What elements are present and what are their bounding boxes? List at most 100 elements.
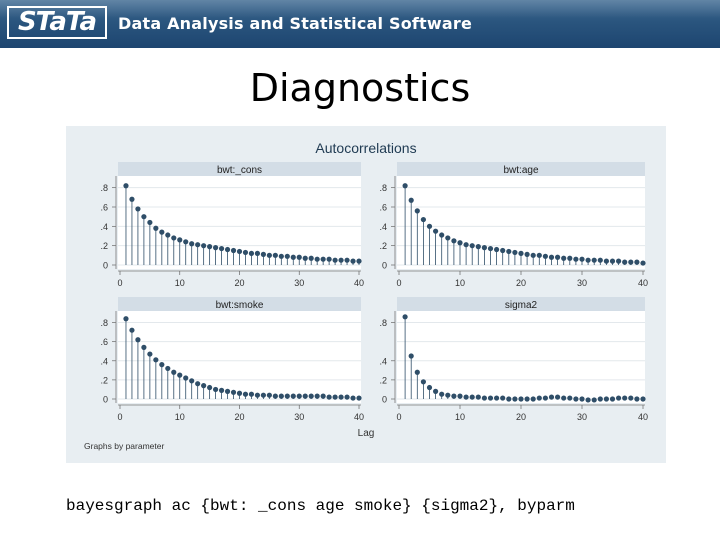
point-bwt-cons [254, 250, 261, 256]
point-bwt-age [555, 254, 561, 260]
panel-plot-area-bwt-smoke [118, 311, 361, 403]
y-tick-label-bwt-age: .2 [379, 241, 387, 251]
y-tick-label-bwt-cons: .4 [100, 222, 108, 232]
point-sigma2 [524, 396, 530, 402]
point-sigma2 [567, 395, 573, 401]
point-bwt-smoke [302, 393, 308, 399]
y-tick-label-bwt-cons: .8 [100, 183, 108, 193]
point-bwt-cons [314, 256, 320, 262]
panel-header-bwt-smoke [118, 297, 361, 311]
point-bwt-age [506, 248, 512, 255]
point-bwt-age [536, 252, 542, 258]
point-bwt-cons [350, 258, 356, 264]
point-bwt-age [402, 183, 408, 189]
y-tick-label-bwt-age: 0 [382, 261, 387, 271]
point-bwt-smoke [248, 391, 255, 397]
point-bwt-cons [278, 253, 284, 259]
point-bwt-age [530, 252, 536, 258]
point-bwt-cons [242, 249, 249, 256]
y-tick-label-bwt-cons: .6 [100, 203, 108, 213]
y-tick-label-sigma2: .8 [379, 318, 387, 328]
x-tick-label-bwt-smoke: 0 [117, 412, 122, 422]
x-tick-label-bwt-age: 20 [516, 278, 526, 288]
point-sigma2 [506, 396, 512, 402]
point-sigma2 [463, 394, 469, 400]
point-bwt-cons [338, 257, 344, 263]
y-tick-label-bwt-smoke: .2 [100, 375, 108, 385]
point-bwt-cons [356, 258, 362, 264]
point-bwt-age [469, 243, 475, 249]
y-tick-label-bwt-cons: .2 [100, 241, 108, 251]
point-bwt-age [426, 223, 433, 229]
x-tick-label-bwt-smoke: 20 [234, 412, 244, 422]
y-tick-label-bwt-smoke: .8 [100, 318, 108, 328]
point-sigma2 [402, 314, 408, 320]
point-sigma2 [634, 396, 640, 402]
point-bwt-smoke [350, 395, 356, 401]
point-bwt-cons [183, 239, 189, 245]
point-bwt-smoke [207, 384, 213, 391]
point-bwt-cons [207, 244, 213, 250]
point-bwt-cons [302, 255, 308, 261]
point-sigma2 [609, 396, 616, 402]
point-bwt-cons [123, 183, 129, 189]
point-bwt-age [585, 257, 591, 263]
point-bwt-age [457, 240, 463, 246]
panel-header-bwt-age [397, 162, 645, 176]
point-bwt-cons [213, 245, 219, 251]
point-sigma2 [518, 396, 524, 402]
x-tick-label-sigma2: 0 [396, 412, 401, 422]
point-bwt-smoke [177, 372, 183, 378]
point-bwt-smoke [171, 369, 177, 375]
point-bwt-age [542, 253, 548, 259]
point-bwt-age [640, 260, 646, 266]
x-tick-label-bwt-smoke: 10 [175, 412, 185, 422]
y-tick-label-sigma2: 0 [382, 395, 387, 405]
y-tick-label-sigma2: .2 [379, 375, 387, 385]
point-bwt-age [591, 257, 597, 263]
point-bwt-cons [135, 206, 141, 212]
header-tagline: Data Analysis and Statistical Software [118, 14, 473, 33]
x-axis-label: Lag [358, 428, 375, 439]
point-sigma2 [542, 395, 548, 401]
point-bwt-smoke [278, 393, 284, 399]
point-bwt-smoke [254, 392, 261, 398]
point-bwt-smoke [260, 392, 266, 398]
y-tick-label-bwt-age: .8 [379, 183, 387, 193]
x-tick-label-sigma2: 30 [577, 412, 587, 422]
stata-command: bayesgraph ac {bwt: _cons age smoke} {si… [66, 497, 575, 515]
point-sigma2 [536, 395, 542, 401]
x-tick-label-sigma2: 20 [516, 412, 526, 422]
point-bwt-smoke [272, 393, 278, 399]
x-tick-label-bwt-cons: 10 [175, 278, 185, 288]
point-bwt-cons [344, 257, 350, 263]
point-bwt-smoke [356, 395, 362, 401]
point-bwt-cons [218, 245, 225, 252]
point-bwt-smoke [201, 383, 207, 389]
point-bwt-smoke [344, 394, 350, 400]
point-sigma2 [457, 393, 463, 399]
point-bwt-cons [284, 253, 290, 259]
point-bwt-smoke [308, 393, 314, 399]
point-bwt-smoke [165, 365, 171, 372]
point-sigma2 [475, 394, 481, 400]
point-bwt-age [420, 216, 426, 223]
panel-header-sigma2 [397, 297, 645, 311]
point-bwt-cons [224, 246, 231, 253]
point-bwt-age [609, 258, 616, 264]
point-bwt-cons [260, 251, 266, 257]
point-bwt-age [518, 250, 524, 256]
point-bwt-cons [332, 257, 338, 263]
point-bwt-smoke [290, 393, 296, 399]
slide-title: Diagnostics [249, 66, 471, 110]
point-sigma2 [487, 395, 494, 401]
point-bwt-cons [177, 237, 183, 243]
point-bwt-smoke [123, 316, 129, 322]
point-bwt-age [567, 255, 573, 261]
x-tick-label-bwt-smoke: 40 [354, 412, 364, 422]
point-bwt-smoke [141, 344, 147, 350]
point-bwt-smoke [338, 394, 344, 400]
point-bwt-smoke [159, 362, 165, 368]
point-sigma2 [622, 395, 628, 401]
point-bwt-cons [153, 225, 159, 231]
